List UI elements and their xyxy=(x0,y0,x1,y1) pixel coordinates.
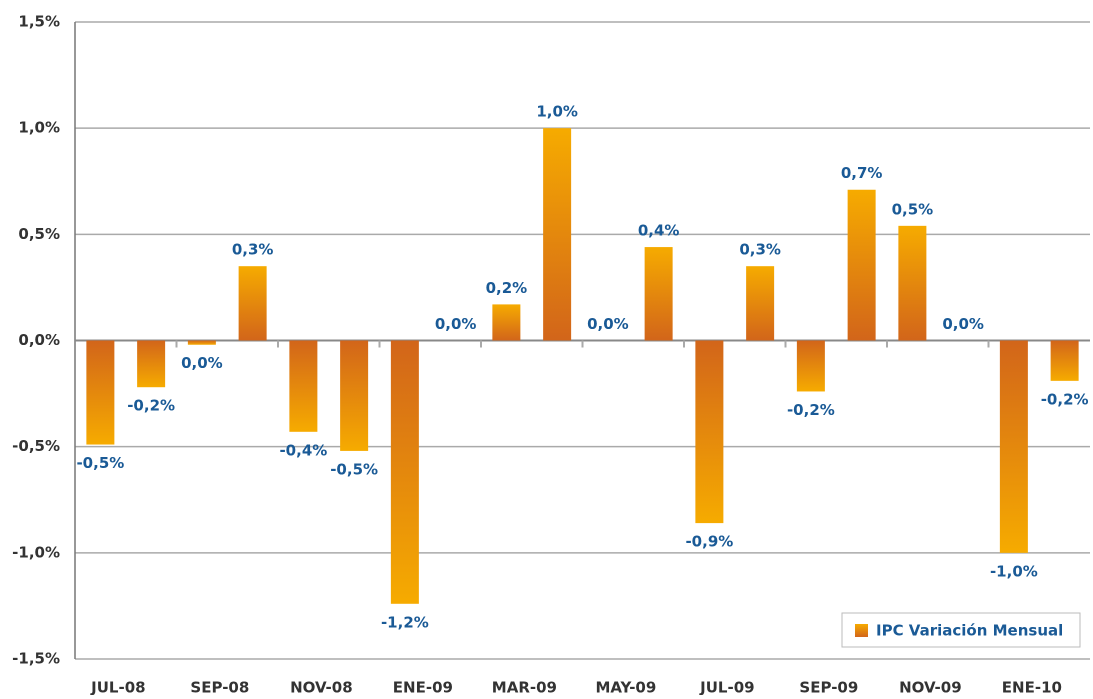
bar xyxy=(86,340,115,445)
x-tick-label: NOV-09 xyxy=(899,679,962,696)
bar xyxy=(137,340,166,388)
bar xyxy=(187,340,216,345)
x-tick-label: JUL-09 xyxy=(699,679,754,696)
x-tick-label: JUL-08 xyxy=(90,679,145,696)
data-label: 0,5% xyxy=(892,200,934,218)
bar xyxy=(289,340,318,432)
bar xyxy=(847,189,876,341)
bar xyxy=(644,247,673,341)
legend-label: IPC Variación Mensual xyxy=(876,622,1063,640)
data-label: -1,0% xyxy=(990,562,1038,580)
y-tick-label: 1,5% xyxy=(18,13,60,31)
y-tick-label: -0,5% xyxy=(12,437,60,455)
x-tick-label: MAR-09 xyxy=(492,679,557,696)
data-label: 0,0% xyxy=(181,354,223,372)
y-tick-label: -1,5% xyxy=(12,650,60,668)
data-label: -1,2% xyxy=(381,613,429,631)
legend-swatch xyxy=(855,624,868,637)
bar xyxy=(1050,340,1079,381)
x-tick-label: SEP-08 xyxy=(190,679,249,696)
y-tick-label: -1,0% xyxy=(12,543,60,561)
data-label: -0,2% xyxy=(1041,390,1089,408)
data-label: 0,3% xyxy=(232,241,274,259)
data-label: 0,0% xyxy=(435,315,477,333)
data-label: 0,0% xyxy=(587,315,629,333)
bar xyxy=(695,340,724,524)
data-label: 0,4% xyxy=(638,222,680,240)
y-tick-label: 0,5% xyxy=(18,225,60,243)
legend-box xyxy=(841,612,1081,648)
y-tick-label: 1,0% xyxy=(18,119,60,137)
bar xyxy=(390,340,419,604)
data-label: -0,9% xyxy=(685,533,733,551)
data-label: -0,5% xyxy=(330,460,378,478)
bar xyxy=(492,304,521,341)
x-tick-label: MAY-09 xyxy=(595,679,656,696)
bar xyxy=(340,340,369,451)
data-label: 0,0% xyxy=(942,315,984,333)
bar xyxy=(898,225,927,341)
data-label: 1,0% xyxy=(536,103,578,121)
data-label: 0,7% xyxy=(841,164,883,182)
bar xyxy=(543,128,572,341)
x-tick-label: ENE-09 xyxy=(393,679,453,696)
bar xyxy=(746,266,775,341)
data-label: -0,2% xyxy=(787,401,835,419)
x-tick-label: ENE-10 xyxy=(1002,679,1062,696)
x-tick-label: SEP-09 xyxy=(799,679,858,696)
bar xyxy=(999,340,1028,553)
data-label: 0,3% xyxy=(739,241,781,259)
data-label: -0,5% xyxy=(76,454,124,472)
data-label: -0,2% xyxy=(127,397,175,415)
bar xyxy=(796,340,825,392)
y-tick-label: 0,0% xyxy=(18,331,60,349)
data-label: -0,4% xyxy=(279,441,327,459)
data-label: 0,2% xyxy=(486,279,528,297)
x-tick-label: NOV-08 xyxy=(290,679,353,696)
bar xyxy=(238,266,267,341)
